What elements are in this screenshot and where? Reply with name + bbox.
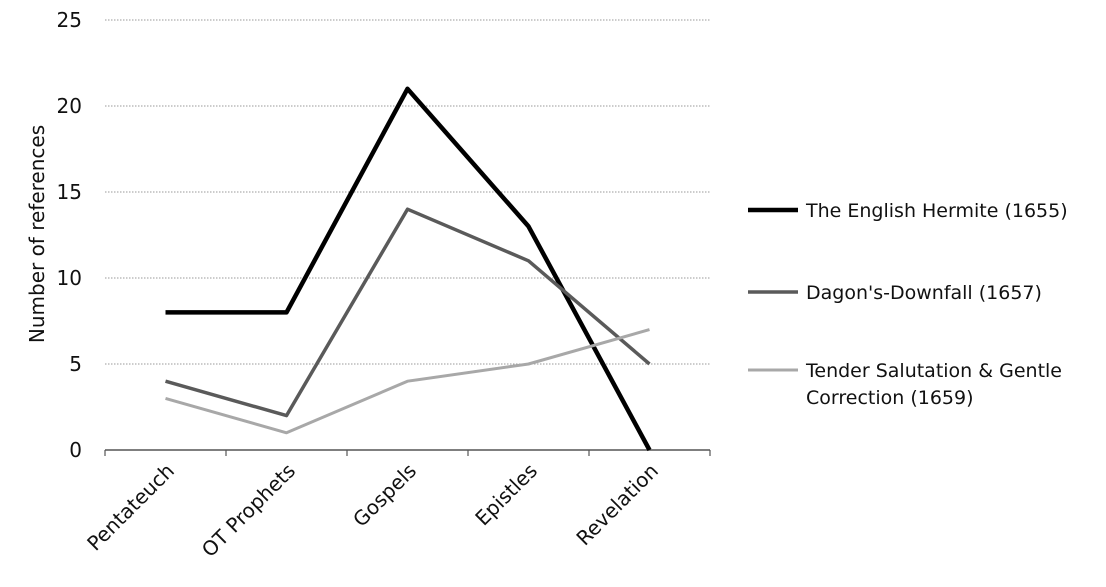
legend-label: The English Hermite (1655) [805, 200, 1068, 222]
y-tick-label: 5 [69, 352, 82, 376]
x-tick-label: Gospels [348, 459, 421, 532]
series-line [165, 207, 651, 418]
legend-label: Dagon's-Downfall (1657) [806, 282, 1042, 304]
y-tick-label: 25 [57, 8, 82, 32]
y-tick-label: 15 [57, 180, 82, 204]
series-line [165, 86, 652, 452]
y-tick-label: 0 [69, 438, 82, 462]
series-lines [165, 86, 652, 452]
x-tick-label: OT Prophets [197, 459, 300, 562]
legend-label: Tender Salutation & Gentle Correction (16… [805, 360, 1062, 409]
x-tick-label: Epistles [470, 459, 542, 531]
legend: The English Hermite (1655) Dagon's-Downfa… [748, 200, 1068, 409]
y-axis-title: Number of references [25, 125, 49, 343]
gridlines [105, 19, 710, 365]
y-tick-label: 10 [57, 266, 82, 290]
y-tick-labels: 0 5 10 15 20 25 [57, 8, 82, 462]
x-tick-labels: Pentateuch OT Prophets Gospels Epistles Reve… [82, 450, 711, 562]
x-tick-label: Revelation [571, 459, 663, 551]
x-tick-label: Pentateuch [82, 459, 179, 556]
series-line [165, 328, 650, 435]
y-tick-label: 20 [57, 94, 82, 118]
